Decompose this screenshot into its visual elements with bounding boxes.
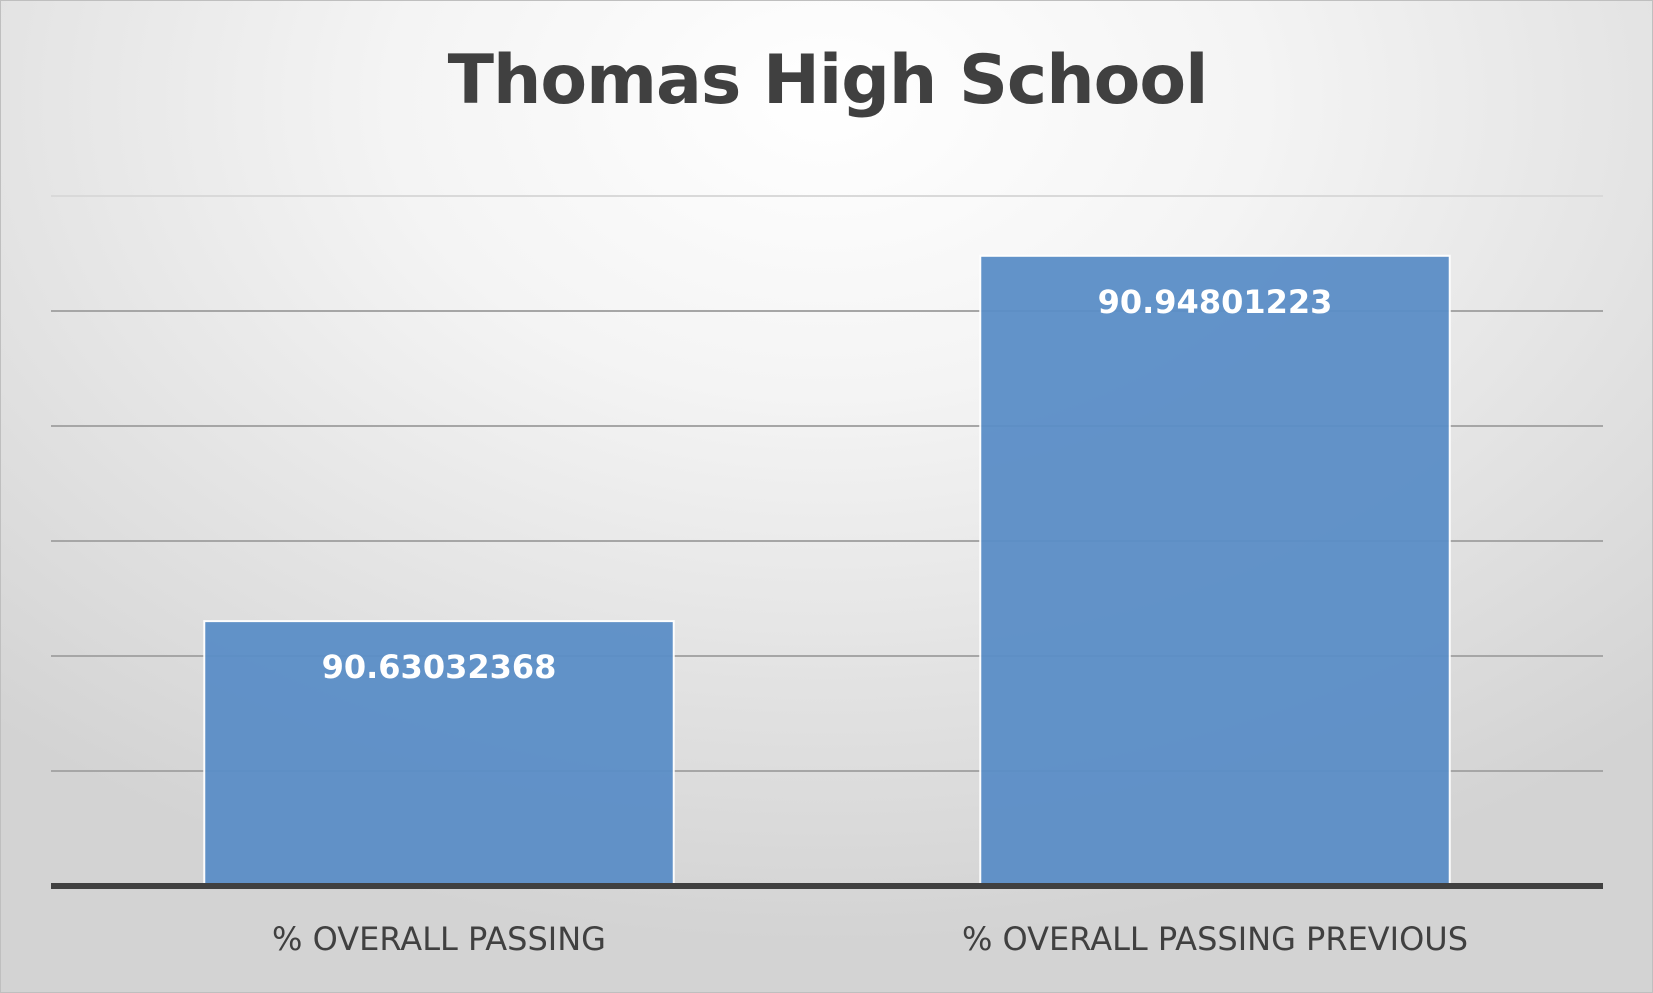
bar-2 — [979, 254, 1451, 887]
chart-title: Thomas High School — [447, 41, 1209, 120]
data-label-2: 90.94801223 — [1098, 283, 1333, 321]
bar-1 — [203, 620, 675, 887]
category-label-1: % OVERALL PASSING — [272, 920, 606, 958]
data-label-1: 90.63032368 — [322, 648, 557, 686]
category-label-2: % OVERALL PASSING PREVIOUS — [962, 920, 1468, 958]
